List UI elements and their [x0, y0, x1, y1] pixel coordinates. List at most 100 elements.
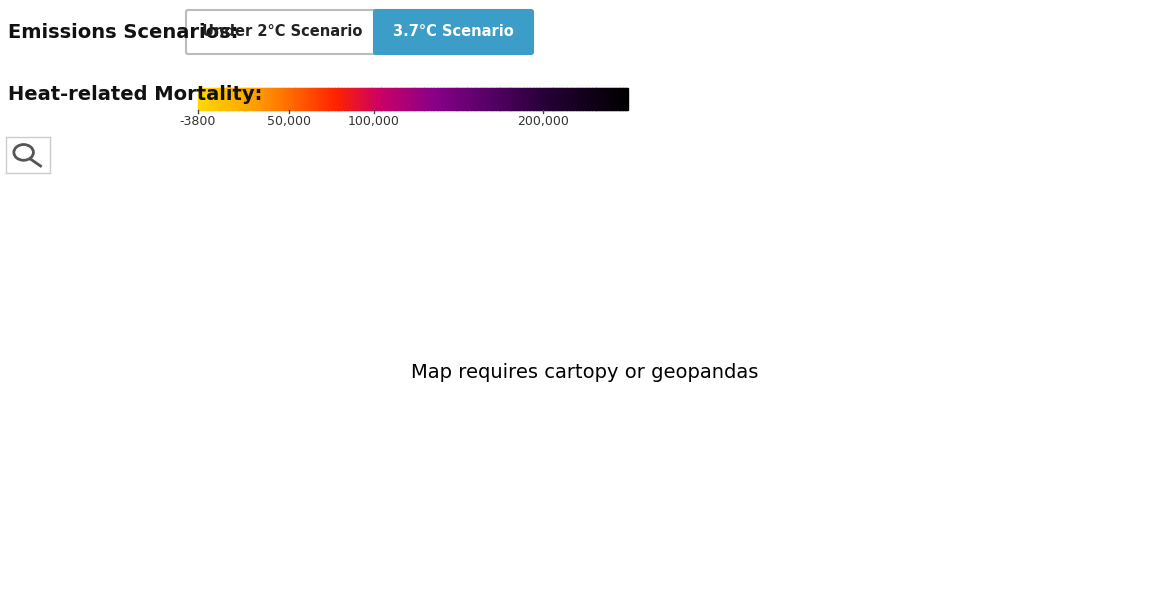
Bar [610, 88, 611, 110]
Bar [236, 88, 239, 110]
Bar [549, 88, 551, 110]
Bar [401, 88, 404, 110]
Bar [307, 88, 309, 110]
Bar [220, 88, 221, 110]
FancyBboxPatch shape [374, 10, 534, 54]
Bar [234, 88, 236, 110]
Bar [318, 88, 321, 110]
Bar [468, 88, 469, 110]
Bar [414, 88, 417, 110]
Bar [335, 88, 336, 110]
Bar [199, 88, 201, 110]
Bar [555, 88, 557, 110]
Bar [617, 88, 619, 110]
Bar [204, 88, 206, 110]
Bar [530, 88, 532, 110]
Bar [388, 88, 391, 110]
Bar [624, 88, 626, 110]
Bar [497, 88, 500, 110]
Bar [427, 88, 429, 110]
Bar [450, 88, 452, 110]
Bar [259, 88, 260, 110]
Bar [543, 88, 545, 110]
Bar [574, 88, 577, 110]
Bar [349, 88, 351, 110]
Bar [371, 88, 373, 110]
Text: Map requires cartopy or geopandas: Map requires cartopy or geopandas [412, 363, 758, 383]
Bar [449, 88, 450, 110]
Bar [381, 88, 384, 110]
Bar [326, 88, 329, 110]
Bar [481, 88, 482, 110]
Bar [509, 88, 511, 110]
Bar [459, 88, 461, 110]
Bar [329, 88, 330, 110]
Bar [587, 88, 590, 110]
Bar [424, 88, 425, 110]
Bar [253, 88, 254, 110]
Bar [208, 88, 209, 110]
Bar [604, 88, 606, 110]
Bar [247, 88, 249, 110]
Bar [198, 88, 200, 110]
Bar [519, 88, 521, 110]
Bar [411, 88, 412, 110]
Text: Emissions Scenarios:: Emissions Scenarios: [8, 23, 239, 41]
Bar [273, 88, 275, 110]
Bar [393, 88, 394, 110]
Bar [564, 88, 565, 110]
Bar [267, 88, 269, 110]
Bar [419, 88, 421, 110]
Bar [534, 88, 536, 110]
Bar [483, 88, 486, 110]
Bar [228, 88, 230, 110]
Bar [599, 88, 601, 110]
Bar [627, 88, 628, 110]
Bar [291, 88, 294, 110]
Bar [572, 88, 574, 110]
Bar [605, 88, 607, 110]
Bar [495, 88, 496, 110]
Bar [498, 88, 501, 110]
Bar [407, 88, 409, 110]
Bar [553, 88, 556, 110]
Bar [622, 88, 625, 110]
Bar [502, 88, 504, 110]
Bar [614, 88, 615, 110]
Bar [415, 88, 418, 110]
Bar [215, 88, 218, 110]
Bar [331, 88, 333, 110]
FancyBboxPatch shape [186, 10, 378, 54]
Bar [310, 88, 311, 110]
Bar [598, 88, 600, 110]
Bar [207, 88, 208, 110]
Bar [539, 88, 541, 110]
Bar [227, 88, 228, 110]
Bar [380, 88, 381, 110]
Bar [230, 88, 233, 110]
Bar [398, 88, 399, 110]
Bar [457, 88, 460, 110]
Bar [556, 88, 558, 110]
Bar [303, 88, 304, 110]
Bar [579, 88, 581, 110]
Bar [351, 88, 353, 110]
Bar [399, 88, 400, 110]
Bar [278, 88, 280, 110]
Bar [377, 88, 379, 110]
Bar [517, 88, 519, 110]
Bar [314, 88, 316, 110]
Bar [593, 88, 596, 110]
Bar [516, 88, 518, 110]
Bar [529, 88, 531, 110]
Bar [277, 88, 278, 110]
Bar [583, 88, 584, 110]
Bar [431, 88, 432, 110]
Bar [366, 88, 367, 110]
Bar [473, 88, 475, 110]
Bar [386, 88, 387, 110]
Bar [445, 88, 447, 110]
Bar [460, 88, 462, 110]
Bar [305, 88, 308, 110]
Bar [209, 88, 212, 110]
